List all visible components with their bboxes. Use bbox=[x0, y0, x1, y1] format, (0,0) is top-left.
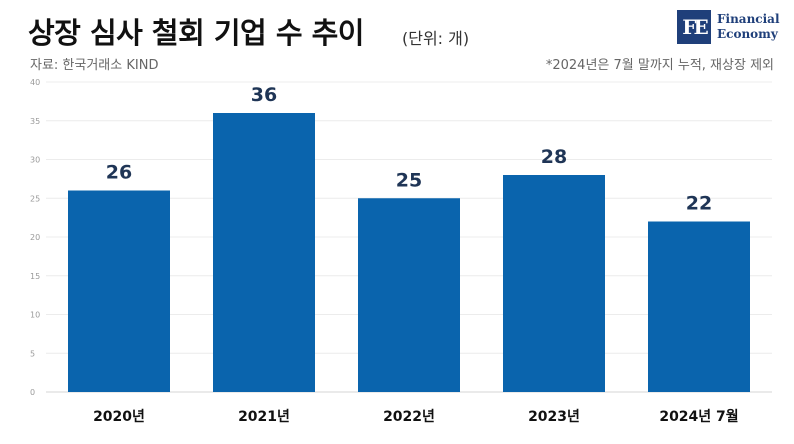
y-tick-label: 25 bbox=[30, 194, 40, 203]
x-tick-label: 2022년 bbox=[383, 409, 435, 425]
data-label: 26 bbox=[106, 162, 132, 184]
y-tick-label: 30 bbox=[30, 156, 40, 165]
data-label: 36 bbox=[251, 84, 277, 106]
bar bbox=[648, 221, 750, 392]
bar bbox=[358, 198, 460, 392]
logo-line-1: Financial bbox=[717, 12, 780, 26]
financial-economy-logo: FE Financial Economy bbox=[677, 10, 787, 46]
y-tick-label: 40 bbox=[30, 78, 40, 87]
x-tick-label: 2023년 bbox=[528, 409, 580, 425]
bar bbox=[503, 175, 605, 392]
data-label: 22 bbox=[686, 193, 712, 215]
logo-mark: FE bbox=[677, 10, 711, 44]
y-tick-label: 15 bbox=[30, 272, 40, 281]
data-label: 25 bbox=[396, 169, 422, 191]
y-tick-label: 0 bbox=[30, 388, 35, 397]
page-title: 상장 심사 철회 기업 수 추이 bbox=[28, 16, 364, 50]
labels: 26 2020년 36 2021년 25 2022년 28 2023년 22 2024년 7월 bbox=[93, 84, 739, 425]
unit-label: (단위: 개) bbox=[402, 29, 470, 48]
bar bbox=[68, 190, 170, 392]
data-label: 28 bbox=[541, 146, 567, 168]
x-tick-label: 2024년 7월 bbox=[659, 408, 738, 425]
y-tick-label: 20 bbox=[30, 233, 40, 242]
y-tick-label: 5 bbox=[30, 349, 35, 358]
footnote: *2024년은 7월 말까지 누적, 재상장 제외 bbox=[545, 58, 774, 73]
y-tick-label: 10 bbox=[30, 311, 40, 320]
x-tick-label: 2020년 bbox=[93, 409, 145, 425]
source-label: 자료: 한국거래소 KIND bbox=[30, 58, 159, 73]
bar bbox=[213, 113, 315, 392]
logo-line-2: Economy bbox=[717, 27, 778, 41]
y-tick-label: 35 bbox=[30, 117, 40, 126]
bars bbox=[68, 113, 750, 392]
x-tick-label: 2021년 bbox=[238, 409, 290, 425]
logo-text: Financial Economy bbox=[717, 12, 780, 42]
